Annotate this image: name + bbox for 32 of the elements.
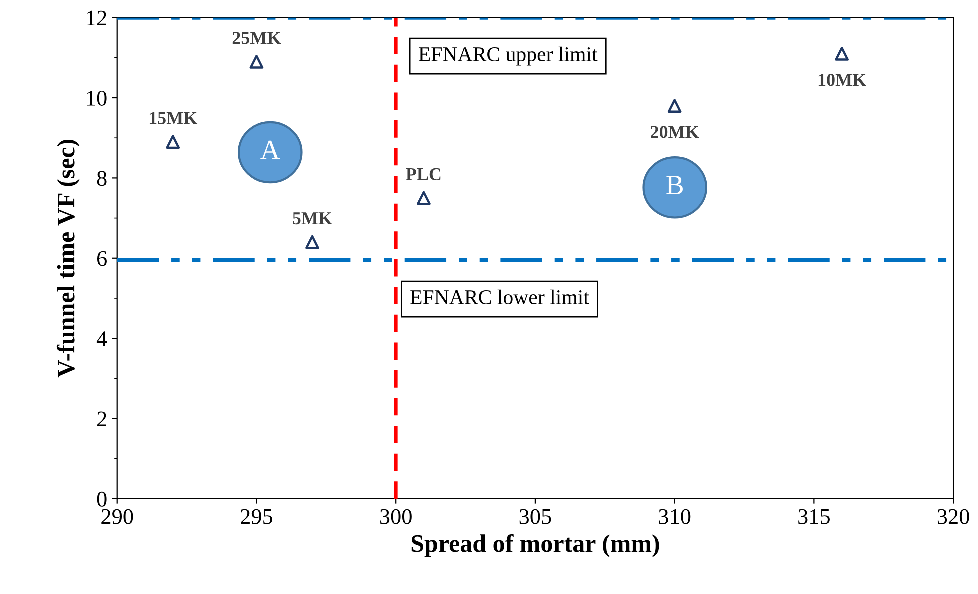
annotation: 25MK bbox=[232, 32, 282, 44]
y-tick-label: 10 bbox=[87, 90, 107, 106]
x-tick-label: 295 bbox=[241, 509, 273, 524]
x-tick-label: 300 bbox=[380, 509, 412, 524]
annotation: 5MK bbox=[293, 212, 332, 225]
y-tick-label: 6 bbox=[97, 251, 107, 266]
y-tick-label: 2 bbox=[98, 412, 106, 426]
ref-line-label: EFNARC upper limit bbox=[418, 46, 598, 66]
annotation: 15MK bbox=[150, 112, 198, 124]
point bbox=[306, 235, 320, 250]
y-tick-label: 0 bbox=[97, 492, 107, 507]
point bbox=[835, 46, 849, 61]
y-axis-title: V-funnel time VF (sec) bbox=[56, 140, 80, 378]
y-tick-label: 12 bbox=[87, 10, 106, 26]
x-tick-label: 315 bbox=[798, 509, 830, 524]
annotation: 10MK bbox=[818, 74, 866, 86]
point bbox=[668, 99, 682, 113]
annotation: 20MK bbox=[651, 126, 700, 138]
y-tick-label: 8 bbox=[97, 171, 107, 186]
point bbox=[250, 55, 264, 69]
x-axis-title: Spread of mortar (mm) bbox=[412, 534, 660, 558]
x-tick-label: 320 bbox=[938, 509, 970, 524]
point bbox=[417, 191, 431, 206]
ref-line-label: EFNARC lower limit bbox=[410, 290, 590, 304]
x-tick-label: 310 bbox=[659, 509, 691, 524]
annotation: A bbox=[260, 140, 280, 160]
x-tick-label: 305 bbox=[520, 509, 552, 524]
y-tick-label: 4 bbox=[96, 332, 108, 346]
annotation: PLC bbox=[406, 168, 441, 181]
x-tick-label: 290 bbox=[102, 509, 134, 524]
annotation: B bbox=[666, 176, 684, 194]
point bbox=[166, 135, 180, 150]
